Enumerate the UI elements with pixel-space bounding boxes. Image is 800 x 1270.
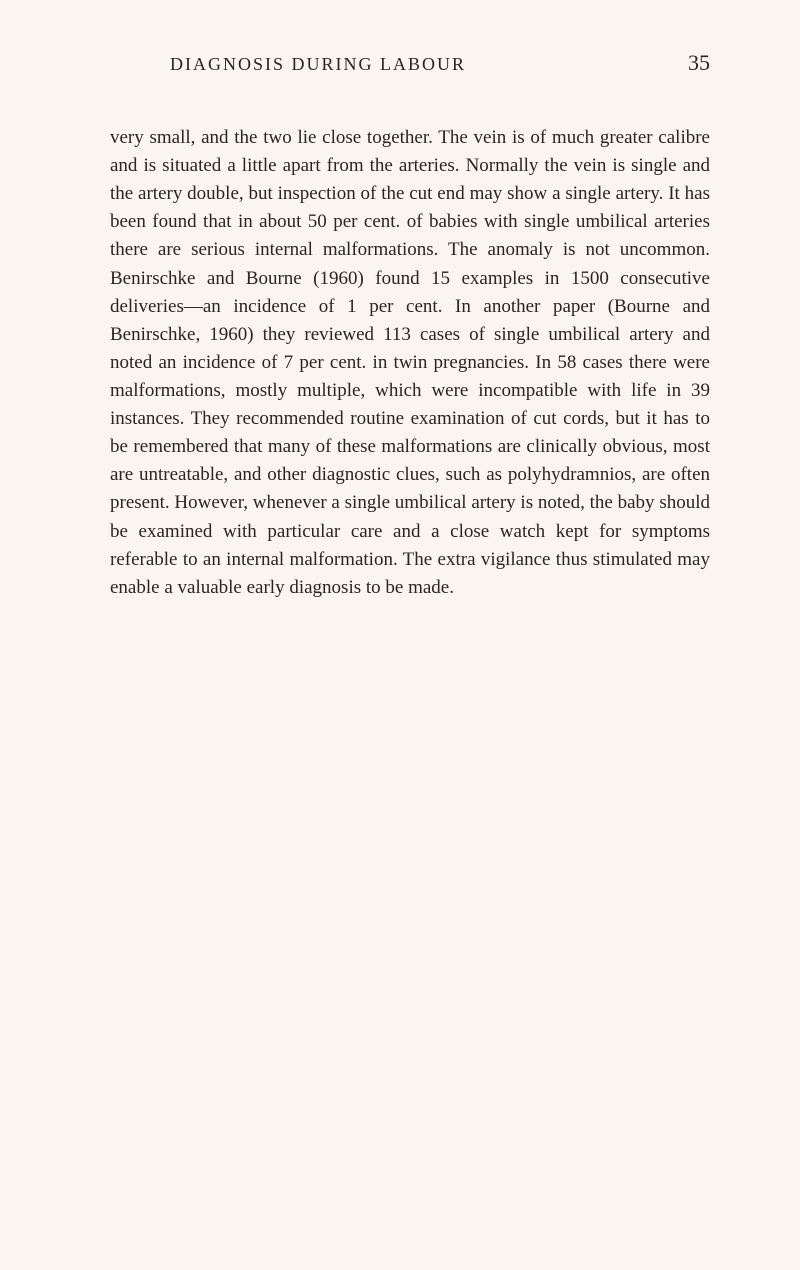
running-title: DIAGNOSIS DURING LABOUR bbox=[170, 54, 466, 75]
page-number: 35 bbox=[688, 50, 710, 76]
page-header: DIAGNOSIS DURING LABOUR 35 bbox=[110, 50, 710, 76]
body-paragraph: very small, and the two lie close togeth… bbox=[110, 124, 710, 602]
